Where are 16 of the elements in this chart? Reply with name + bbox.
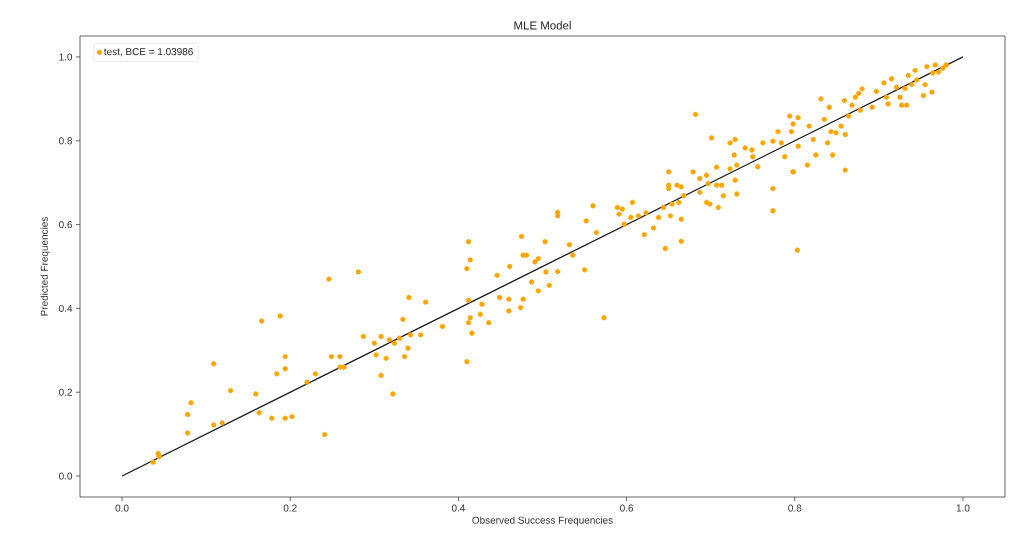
y-tick-label: 0.2	[59, 388, 72, 396]
y-tick-label: 0.6	[59, 221, 73, 229]
x-axis-title: Observed Success Frequencies	[472, 516, 613, 526]
x-tick-label: 0.0	[115, 504, 129, 512]
x-tick-label: 0.8	[788, 504, 802, 512]
x-tick-label: 1.0	[956, 504, 970, 512]
y-tick-label: 0.8	[59, 137, 73, 145]
chart-title: MLE Model	[514, 21, 571, 30]
y-tick-label: 0.4	[59, 304, 73, 312]
legend-label: test, BCE = 1.03986	[104, 48, 193, 57]
x-tick-label: 0.2	[283, 504, 297, 512]
y-axis-title: Predicted Frequencies	[40, 217, 50, 316]
x-tick-label: 0.6	[620, 504, 634, 512]
y-tick-label: 0.0	[59, 472, 73, 480]
x-tick-label: 0.4	[451, 504, 466, 512]
y-tick-label: 1.0	[59, 53, 73, 61]
